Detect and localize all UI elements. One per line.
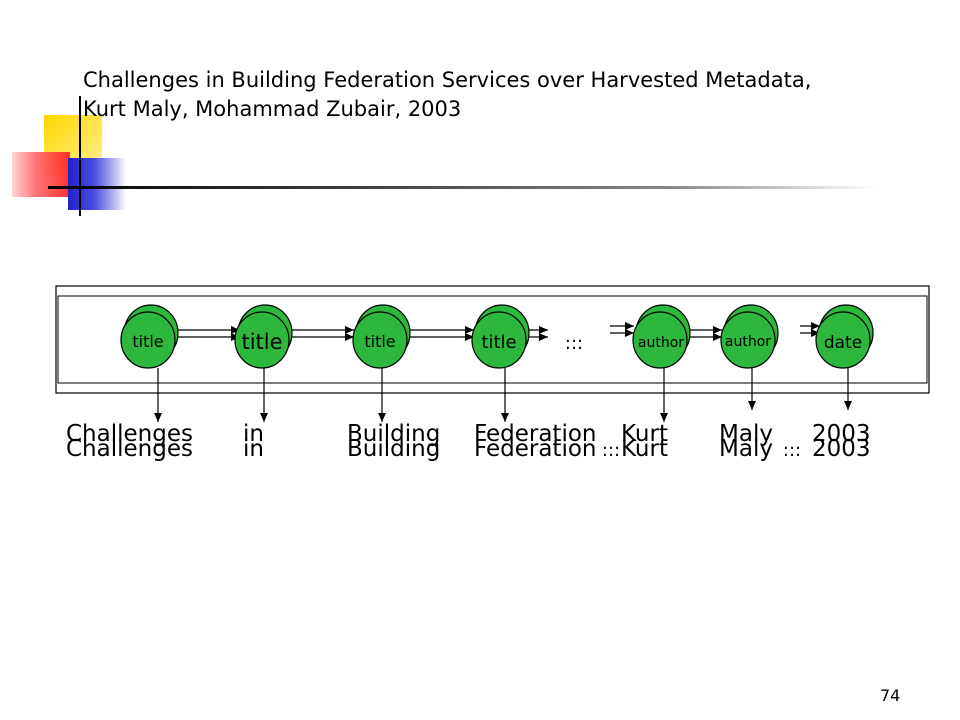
word-ellipsis: :::	[602, 440, 620, 461]
word: Building	[347, 421, 440, 447]
diagram-frame-inner	[57, 295, 928, 384]
state-label: title	[241, 330, 282, 354]
word: Kurt	[621, 436, 668, 462]
word: 2003	[812, 421, 871, 447]
transition-arrow	[610, 322, 634, 337]
word: Federation	[474, 421, 596, 447]
word: Maly	[719, 436, 773, 462]
state-node-title: title	[120, 304, 179, 369]
word: Building	[347, 436, 440, 462]
state-label: author	[725, 334, 771, 350]
state-label: title	[364, 332, 395, 351]
page-number: 74	[880, 686, 901, 705]
word: Maly	[719, 421, 773, 447]
slide-title-line-2: Kurt Maly, Mohammad Zubair, 2003	[83, 97, 462, 121]
word: 2003	[812, 436, 871, 462]
decor-vertical-line	[79, 96, 81, 216]
state-node-author: author	[720, 304, 779, 369]
state-ellipsis: :::	[565, 333, 583, 354]
emitted-words-shadow: Challenges in Building Federation Kurt M…	[66, 421, 871, 447]
transition-arrow	[410, 326, 474, 341]
state-node-date: date	[815, 304, 874, 369]
word: Kurt	[621, 421, 668, 447]
decor-red-square	[12, 152, 70, 197]
word: in	[243, 421, 264, 447]
state-node-title: title	[471, 304, 530, 369]
state-label: date	[824, 333, 862, 353]
state-node-author: author	[632, 304, 691, 369]
word: Challenges	[66, 421, 193, 447]
word: Federation	[474, 436, 596, 462]
transition-arrow	[528, 326, 548, 341]
transition-arrow	[291, 326, 354, 341]
transition-arrow	[178, 326, 240, 341]
word-ellipsis: :::	[783, 440, 801, 461]
state-label: title	[132, 332, 163, 351]
state-label: title	[481, 332, 516, 353]
word: in	[243, 436, 264, 462]
state-node-title: title	[352, 304, 411, 369]
word: Challenges	[66, 436, 193, 462]
state-label: author	[638, 335, 684, 351]
emitted-words: Challenges in Building Federation ::: Ku…	[66, 436, 871, 462]
state-node-title: title	[234, 304, 293, 369]
decor-blue-square	[68, 158, 126, 210]
transition-arrow	[690, 326, 722, 341]
slide-title-line-1: Challenges in Building Federation Servic…	[83, 68, 812, 92]
decor-horizontal-rule	[48, 186, 878, 189]
slide-title: Challenges in Building Federation Servic…	[83, 66, 943, 124]
